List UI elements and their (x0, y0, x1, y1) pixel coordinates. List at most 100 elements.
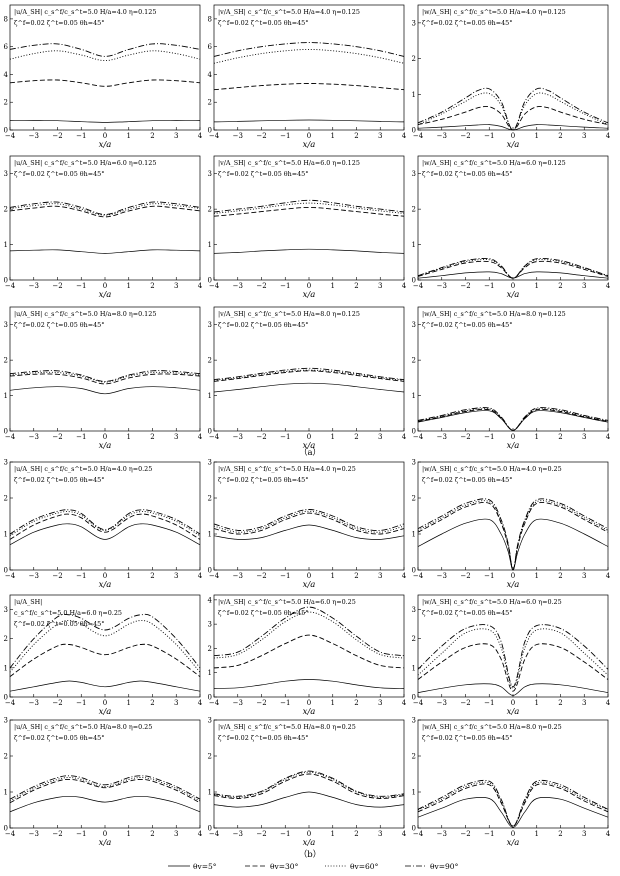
x-tick-label: 1 (331, 830, 335, 838)
x-tick-label: 0 (103, 699, 107, 707)
y-tick-label: 2 (412, 357, 416, 365)
y-tick-label: 3 (208, 459, 212, 467)
series-line-4 (213, 509, 405, 531)
x-tick-label: 4 (402, 830, 407, 838)
y-tick-label: 2 (412, 206, 416, 214)
x-tick-label: 3 (582, 830, 586, 838)
x-tick-label: 0 (511, 433, 515, 441)
x-tick-label: 3 (174, 830, 178, 838)
x-tick-label: −3 (437, 699, 447, 707)
x-tick-label: −1 (280, 699, 290, 707)
series-line-2 (213, 773, 405, 799)
chart-panel-b-3-2: −4 −3 −2 −1 0 1 2 3 4 0 1 2 3 x/a |v/A_SH| c_s^f/c_s^t… (208, 717, 407, 849)
x-tick-label: 0 (103, 830, 107, 838)
x-tick-label: 3 (582, 572, 586, 580)
chart-panel-a-3-1: −4 −3 −2 −1 0 1 2 3 4 0 1 2 3 x/a |u/A_SH| c_s^f/c_s^t… (4, 306, 203, 451)
y-tick-label: 4 (4, 71, 9, 79)
series-line-2 (9, 778, 201, 804)
x-tick-label: 4 (402, 132, 407, 140)
x-tick-label: −3 (233, 699, 243, 707)
panel-annotation: |u/A_SH| c_s^f/c_s^t=5.0 H/a=4.0 η=0.25 (14, 465, 152, 473)
panel-annotation: |u/A_SH| (14, 598, 42, 606)
chart-panel-b-1-1: −4 −3 −2 −1 0 1 2 3 4 0 1 2 3 x/a |u/A_SH| c_s^f/c_s^t… (4, 459, 203, 591)
series-line-2 (9, 205, 201, 218)
x-axis-label: x/a (507, 838, 520, 848)
x-tick-label: −2 (256, 433, 266, 441)
series-line-1 (213, 679, 405, 689)
series-line-1 (213, 119, 405, 123)
x-tick-label: 4 (402, 282, 407, 290)
x-tick-label: 4 (198, 572, 203, 580)
x-tick-label: −4 (5, 699, 16, 707)
part-label-b: （b） (299, 849, 321, 860)
x-tick-label: 3 (174, 433, 178, 441)
chart-panel-a-1-3: −4 −3 −2 −1 0 1 2 3 4 0 1 2 3 x/a |w/A_SH| c_s^f/c_s^t… (412, 4, 611, 150)
x-tick-label: 0 (511, 572, 515, 580)
x-tick-label: 3 (378, 572, 382, 580)
y-tick-label: 2 (4, 635, 8, 643)
y-tick-label: 2 (412, 635, 416, 643)
x-tick-label: −2 (256, 572, 266, 580)
panel-annotation: |w/A_SH| c_s^f/c_s^t=5.0 H/a=6.0 η=0.125 (422, 159, 566, 167)
series-line-4 (9, 775, 201, 800)
x-tick-label: 1 (331, 132, 335, 140)
panel-annotation: ζ^f=0.02 ζ^t=0.05 θh=45° (14, 476, 104, 484)
panel-annotation: |v/A_SH| c_s^f/c_s^t=5.0 H/a=4.0 η=0.125 (218, 8, 360, 16)
x-axis-label: x/a (303, 707, 316, 717)
chart-panel-b-1-3: −4 −3 −2 −1 0 1 2 3 4 0 1 2 3 x/a |w/A_SH| c_s^f/c_s^t… (412, 459, 611, 591)
x-tick-label: 2 (558, 830, 562, 838)
x-axis-label: x/a (507, 580, 520, 590)
y-tick-label: 6 (208, 43, 213, 51)
series-line-3 (417, 408, 609, 431)
panel-annotation: |u/A_SH| c_s^f/c_s^t=5.0 H/a=6.0 η=0.125 (14, 159, 156, 167)
series-line-4 (417, 498, 609, 571)
x-tick-label: 1 (535, 433, 539, 441)
x-tick-label: 1 (127, 132, 131, 140)
chart-panel-b-2-2: −4 −3 −2 −1 0 1 2 3 4 0 1 2 3 4 x/a |v/A_SH| c_s^f/c_s^… (208, 594, 407, 717)
x-tick-label: 3 (378, 132, 382, 140)
x-tick-label: −2 (460, 830, 470, 838)
x-tick-label: −3 (233, 572, 243, 580)
y-tick-label: 3 (4, 170, 8, 178)
x-tick-label: 4 (606, 282, 611, 290)
panel-annotation: |w/A_SH| c_s^f/c_s^t=5.0 H/a=4.0 η=0.25 (422, 465, 562, 473)
panel-annotation: |w/A_SH| c_s^f/c_s^t=5.0 H/a=6.0 η=0.25 (422, 598, 562, 606)
x-tick-label: 3 (378, 830, 382, 838)
series-line-4 (213, 199, 405, 213)
panel-annotation: ζ^f=0.02 ζ^t=0.05 θh=45° (218, 734, 308, 742)
x-tick-label: 2 (150, 699, 154, 707)
series-line-2 (9, 373, 201, 385)
series-line-1 (213, 524, 405, 540)
x-tick-label: 1 (535, 572, 539, 580)
series-line-1 (213, 791, 405, 808)
x-tick-label: −3 (233, 830, 243, 838)
y-tick-label: 8 (4, 15, 8, 23)
x-tick-label: 1 (127, 572, 131, 580)
series-line-4 (213, 42, 405, 57)
series-line-3 (417, 781, 609, 827)
x-tick-label: −1 (484, 132, 494, 140)
y-tick-label: 3 (412, 321, 416, 329)
x-tick-label: −3 (437, 433, 447, 441)
panel-annotation: |v/A_SH| c_s^f/c_s^t=5.0 H/a=6.0 η=0.25 (218, 598, 356, 606)
panel-annotation: ζ^f=0.02 ζ^t=0.05 θh=45° (14, 734, 104, 742)
y-tick-label: 4 (208, 71, 213, 79)
legend: θv=5° θv=30° θv=60° θv=90° (168, 862, 459, 871)
x-axis-label: x/a (507, 441, 520, 451)
y-tick-label: 2 (4, 495, 8, 503)
x-tick-label: 0 (511, 699, 515, 707)
x-tick-label: 4 (198, 282, 203, 290)
y-tick-label: 1 (412, 531, 416, 539)
x-tick-label: −4 (5, 282, 16, 290)
legend-label-4: θv=90° (430, 862, 459, 871)
y-tick-label: 2 (4, 357, 8, 365)
panel-annotation: ζ^f=0.02 ζ^t=0.05 θh=45° (422, 19, 512, 27)
x-tick-label: −4 (209, 830, 220, 838)
x-tick-label: 0 (511, 132, 515, 140)
panel-annotation: |v/A_SH| c_s^f/c_s^t=5.0 H/a=8.0 η=0.125 (218, 310, 360, 318)
x-tick-label: 0 (307, 830, 311, 838)
y-tick-label: 3 (4, 717, 8, 725)
series-line-4 (9, 509, 201, 535)
x-tick-label: 4 (402, 433, 407, 441)
x-tick-label: 0 (511, 282, 515, 290)
